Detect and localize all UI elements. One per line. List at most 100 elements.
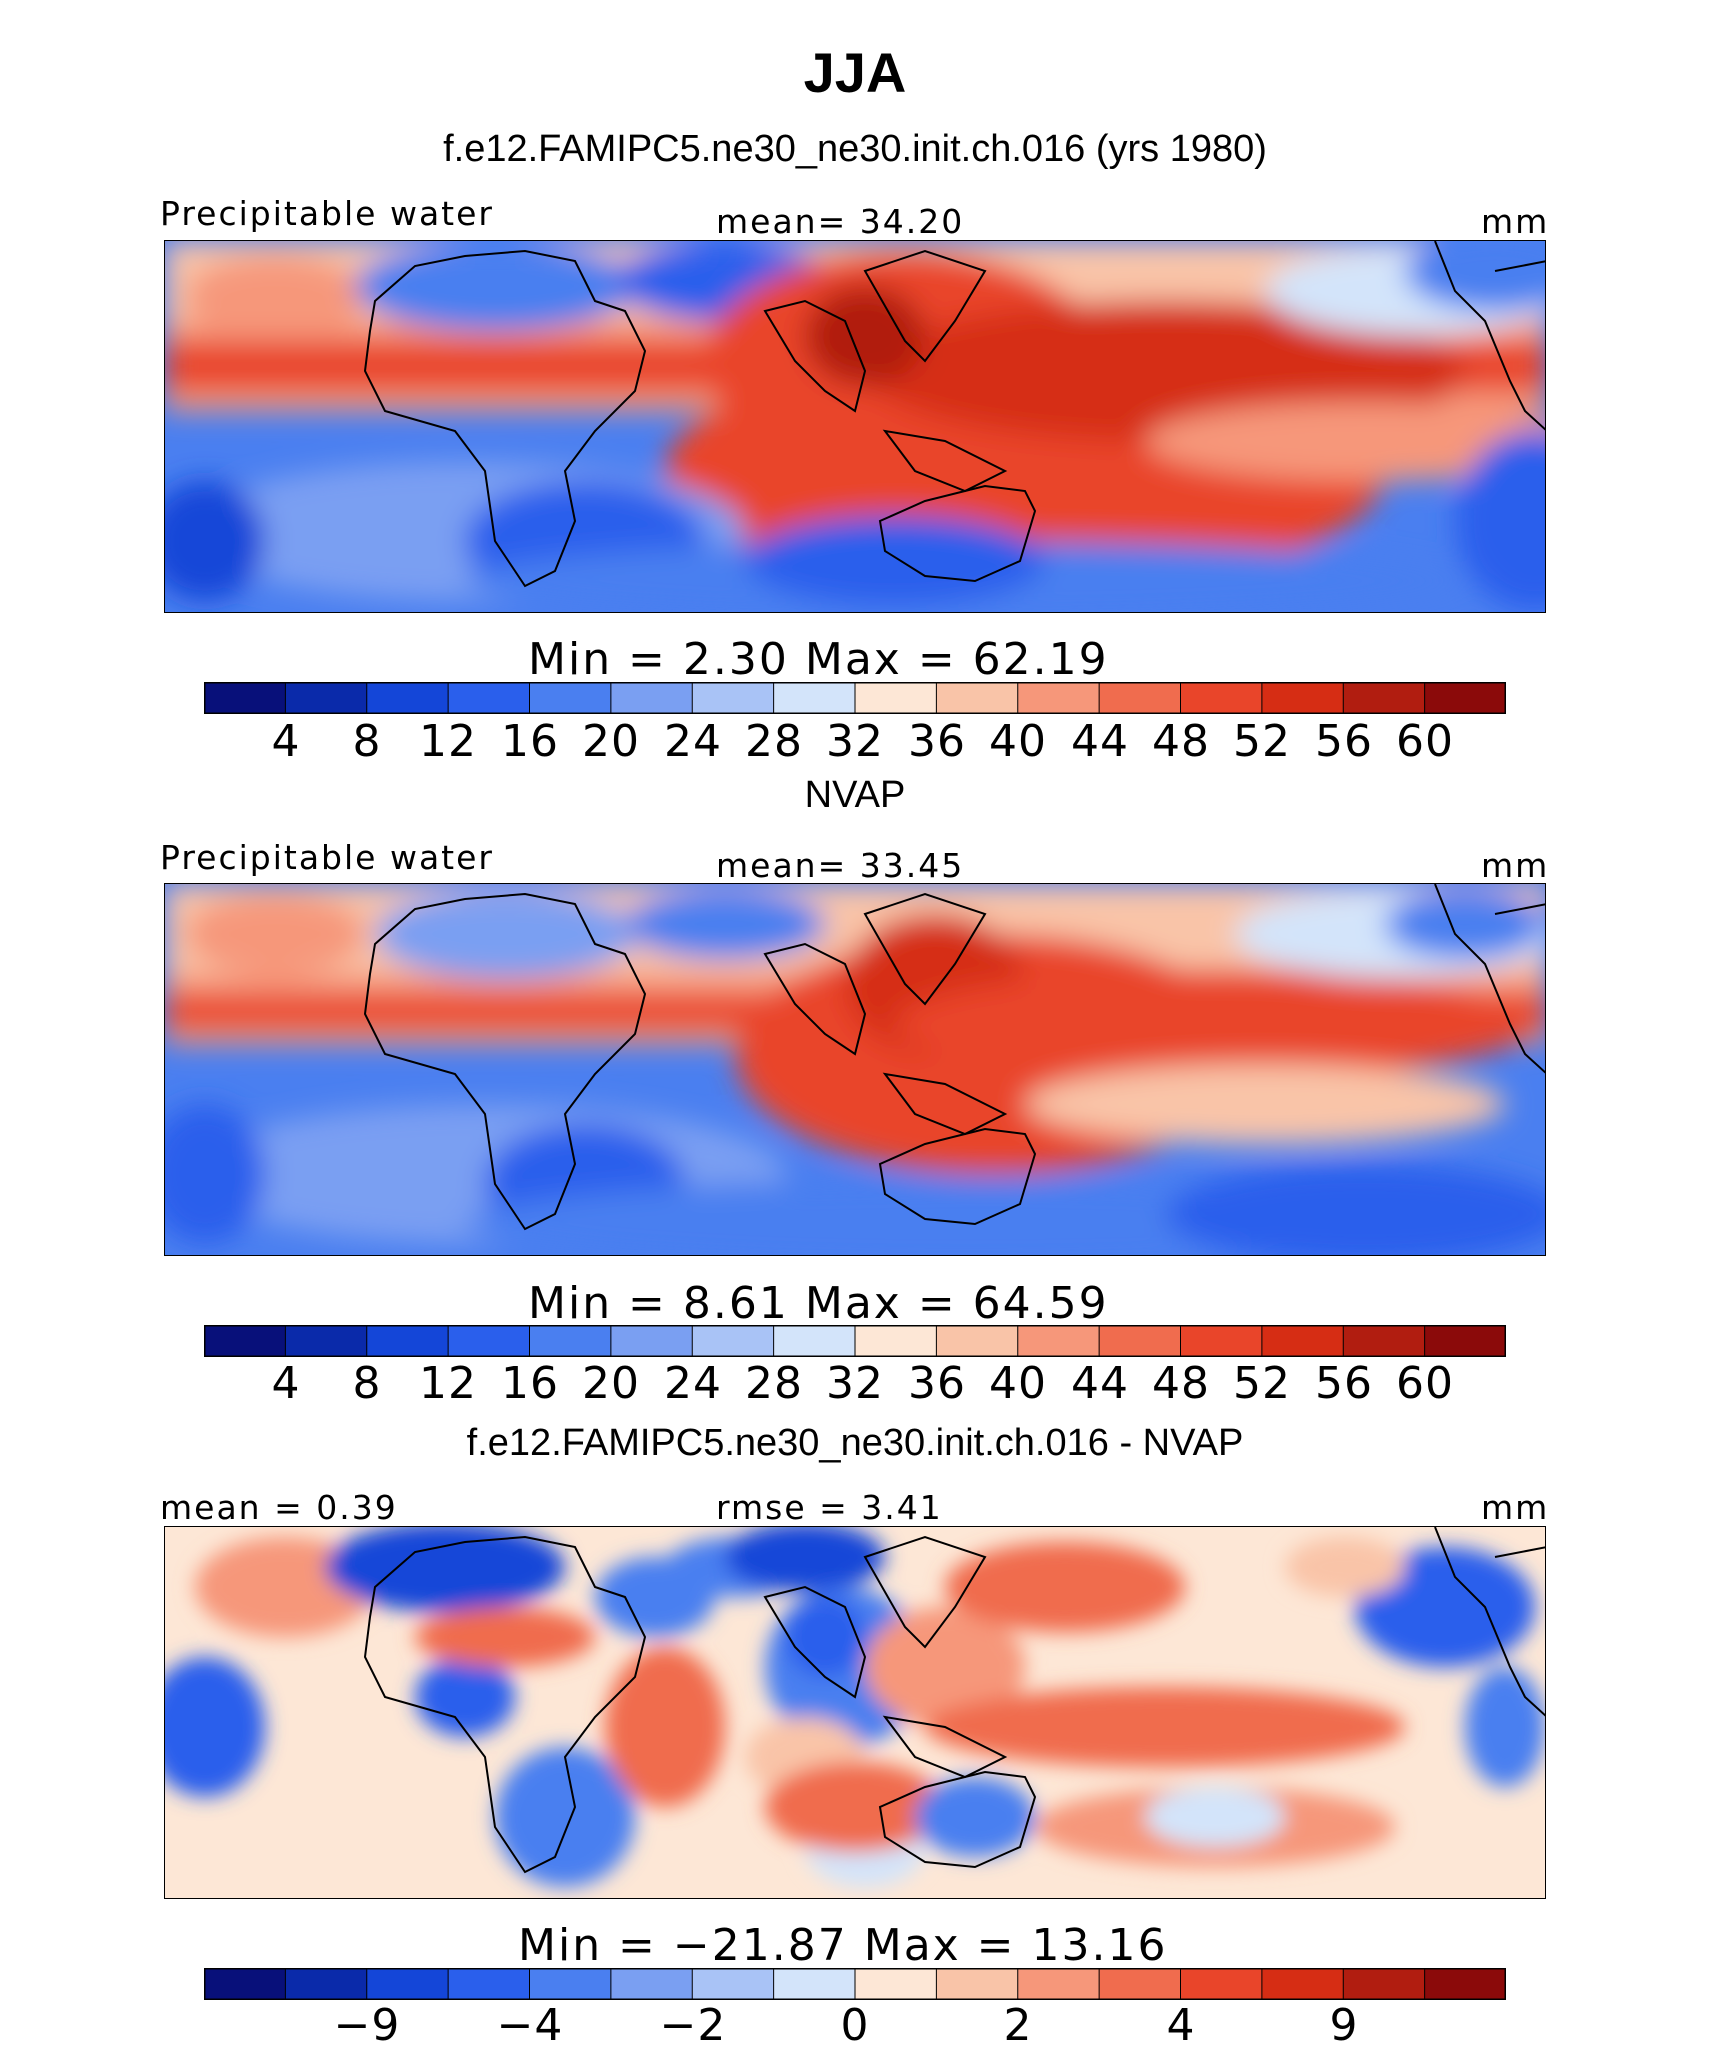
- panel1-mean-label: mean= 34.20: [716, 202, 965, 241]
- panel1-tick: 60: [1396, 716, 1454, 767]
- panel3-tick: 9: [1329, 2000, 1359, 2051]
- panel2-colorbar-cell: [854, 1325, 938, 1357]
- panel2-colorbar-cell: [610, 1325, 694, 1357]
- panel1-colorbar-cell: [1180, 682, 1263, 714]
- panel2-colorbar-cell: [1424, 1325, 1506, 1357]
- panel1-tick: 40: [989, 716, 1047, 767]
- panel3-colorbar-cell: [1180, 1968, 1263, 2000]
- panel2-colorbar: [204, 1325, 1506, 1357]
- panel1-tick: 32: [826, 716, 884, 767]
- panel2-tick: 56: [1315, 1358, 1373, 1409]
- panel2-tick: 28: [745, 1358, 803, 1409]
- panel3-colorbar-cell: [366, 1968, 450, 2000]
- panel2-colorbar-cell: [1017, 1325, 1101, 1357]
- panel1-colorbar-cell: [1098, 682, 1182, 714]
- panel2-tick: 8: [352, 1358, 382, 1409]
- panel1-colorbar-cell: [691, 682, 775, 714]
- panel1-tick: 52: [1233, 716, 1291, 767]
- panel2-colorbar-cell: [529, 1325, 612, 1357]
- panel3-colorbar-cell: [935, 1968, 1019, 2000]
- panel3-tick: −2: [659, 2000, 727, 2051]
- panel3-colorbar-cell: [1342, 1968, 1426, 2000]
- panel2-tick: 4: [271, 1358, 301, 1409]
- panel1-field: [165, 241, 1545, 612]
- panel1-tick: 12: [419, 716, 477, 767]
- panel2-colorbar-cell: [935, 1325, 1019, 1357]
- panel3-units-label: mm: [1481, 1488, 1550, 1527]
- panel2-colorbar-cell: [691, 1325, 775, 1357]
- panel2-variable-label: Precipitable water: [160, 838, 494, 877]
- panel2-tick: 40: [989, 1358, 1047, 1409]
- panel1-minmax: Min = 2.30 Max = 62.19: [528, 634, 1109, 685]
- panel1-tick: 44: [1071, 716, 1129, 767]
- panel1-tick: 48: [1152, 716, 1210, 767]
- panel2-mean-label: mean= 33.45: [716, 846, 965, 885]
- panel2-colorbar-cell: [447, 1325, 531, 1357]
- panel1-map: [164, 240, 1546, 613]
- panel3-colorbar-cell: [447, 1968, 531, 2000]
- panel3-mean-label: mean = 0.39: [160, 1488, 398, 1527]
- panel2-tick: 16: [501, 1358, 559, 1409]
- panel3-colorbar-cell: [1098, 1968, 1182, 2000]
- panel1-colorbar-cell: [204, 682, 287, 714]
- panel1-colorbar-cell: [854, 682, 938, 714]
- panel3-tick: 4: [1166, 2000, 1196, 2051]
- panel3-subtitle: f.e12.FAMIPC5.ne30_ne30.init.ch.016 - NV…: [466, 1422, 1244, 1464]
- panel1-colorbar-cell: [366, 682, 450, 714]
- panel1-colorbar-cell: [1424, 682, 1506, 714]
- panel3-colorbar-cell: [610, 1968, 694, 2000]
- panel2-colorbar-ticks: 4 8 12 16 20 24 28 32 36 40 44 48 52 56 …: [0, 1358, 1710, 1414]
- panel1-tick: 24: [664, 716, 722, 767]
- panel2-tick: 32: [826, 1358, 884, 1409]
- panel2-tick: 36: [908, 1358, 966, 1409]
- panel2-map: [164, 883, 1546, 1256]
- panel1-units-label: mm: [1481, 202, 1550, 241]
- panel1-tick: 56: [1315, 716, 1373, 767]
- panel3-map: [164, 1526, 1546, 1899]
- panel2-colorbar-cell: [366, 1325, 450, 1357]
- panel2-tick: 44: [1071, 1358, 1129, 1409]
- panel2-colorbar-cell: [1180, 1325, 1263, 1357]
- panel1-colorbar-cell: [284, 682, 368, 714]
- panel2-subtitle: NVAP: [804, 774, 906, 816]
- panel3-coastlines: [363, 1527, 1545, 1874]
- panel1-variable-label: Precipitable water: [160, 194, 494, 233]
- panel3-colorbar-cell: [284, 1968, 368, 2000]
- panel3-tick: −9: [333, 2000, 401, 2051]
- panel1-colorbar-ticks: 4 8 12 16 20 24 28 32 36 40 44 48 52 56 …: [0, 716, 1710, 772]
- panel3-colorbar-cell: [204, 1968, 287, 2000]
- panel1-colorbar: [204, 682, 1506, 714]
- panel3-colorbar-cell: [773, 1968, 857, 2000]
- panel3-colorbar-cell: [691, 1968, 775, 2000]
- panel2-tick: 20: [582, 1358, 640, 1409]
- panel1-tick: 16: [501, 716, 559, 767]
- panel2-units-label: mm: [1481, 846, 1550, 885]
- panel3-field: [165, 1527, 1545, 1887]
- panel3-tick: −4: [496, 2000, 564, 2051]
- panel1-colorbar-cell: [1261, 682, 1345, 714]
- panel3-tick: 0: [840, 2000, 870, 2051]
- panel1-tick: 20: [582, 716, 640, 767]
- panel2-tick: 12: [419, 1358, 477, 1409]
- panel2-colorbar-cell: [284, 1325, 368, 1357]
- panel3-colorbar-ticks: −9 −4 −2 0 2 4 9: [0, 2000, 1710, 2056]
- panel2-colorbar-cell: [773, 1325, 857, 1357]
- panel2-colorbar-cell: [1098, 1325, 1182, 1357]
- panel1-tick: 8: [352, 716, 382, 767]
- panel3-colorbar-cell: [854, 1968, 938, 2000]
- panel3-colorbar-cell: [1424, 1968, 1506, 2000]
- figure-title: JJA: [803, 41, 907, 104]
- panel2-field: [165, 884, 1545, 1255]
- panel2-minmax: Min = 8.61 Max = 64.59: [528, 1278, 1109, 1329]
- panel1-colorbar-cell: [447, 682, 531, 714]
- panel1-colorbar-cell: [1017, 682, 1101, 714]
- panel1-tick: 36: [908, 716, 966, 767]
- panel1-colorbar-cell: [773, 682, 857, 714]
- panel2-tick: 24: [664, 1358, 722, 1409]
- panel3-tick: 2: [1003, 2000, 1033, 2051]
- panel1-coastlines: [363, 241, 1545, 588]
- panel3-rmse-label: rmse = 3.41: [716, 1488, 943, 1527]
- panel3-colorbar-cell: [1261, 1968, 1345, 2000]
- panel1-colorbar-cell: [529, 682, 612, 714]
- panel1-tick: 4: [271, 716, 301, 767]
